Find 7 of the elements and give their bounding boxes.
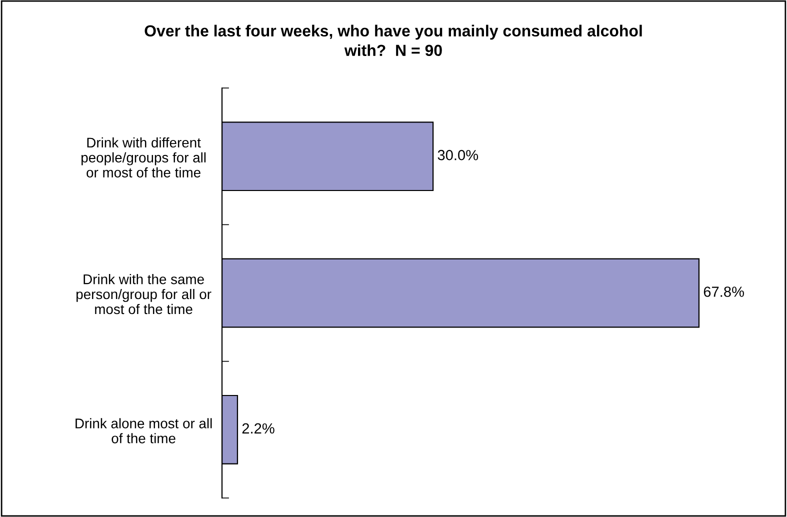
- y-tick-label: Drink with the same person/group for all or most of the time: [76, 274, 212, 314]
- data-label: 2.2%: [242, 423, 274, 434]
- data-label: 67.8%: [704, 286, 744, 297]
- y-tick-label: Drink alone most or all of the time: [76, 418, 212, 444]
- chart-title: Over the last four weeks, who have you mainly consumed alcohol with? N = 90: [144, 24, 642, 56]
- data-label: 30.0%: [438, 150, 478, 160]
- y-tick-label: Drink with different people/groups for all or most of the time: [82, 137, 206, 178]
